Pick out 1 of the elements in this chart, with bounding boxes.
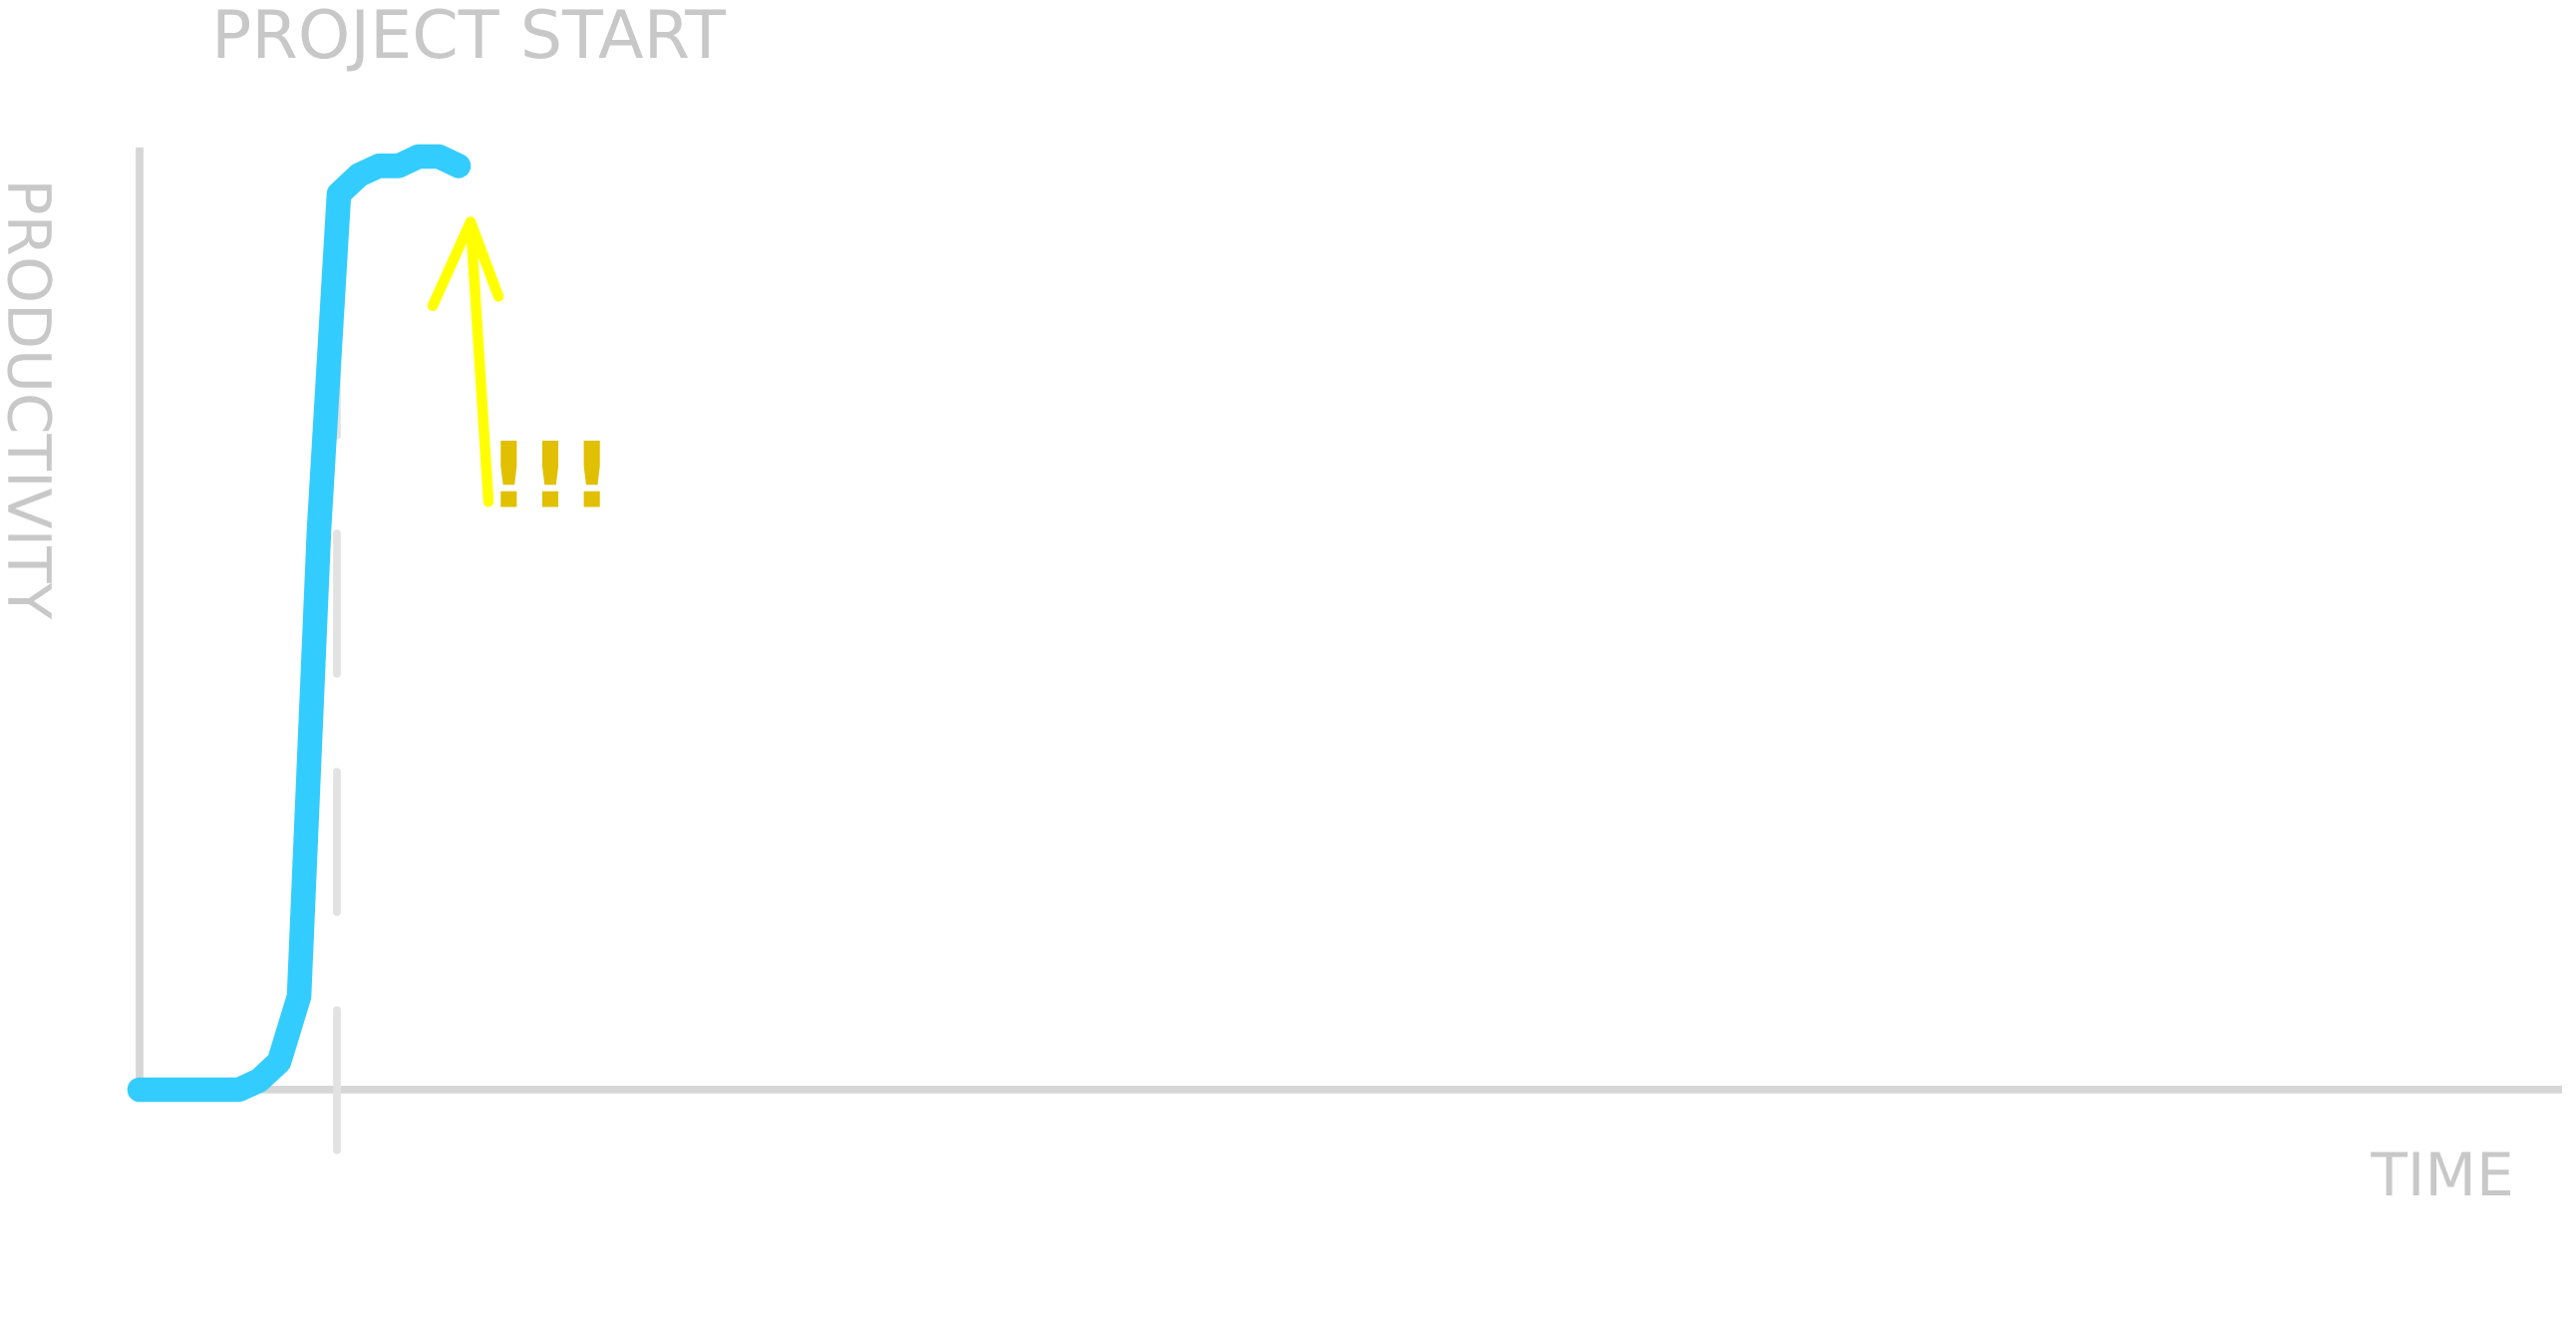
- annotation: !!!: [500, 440, 600, 507]
